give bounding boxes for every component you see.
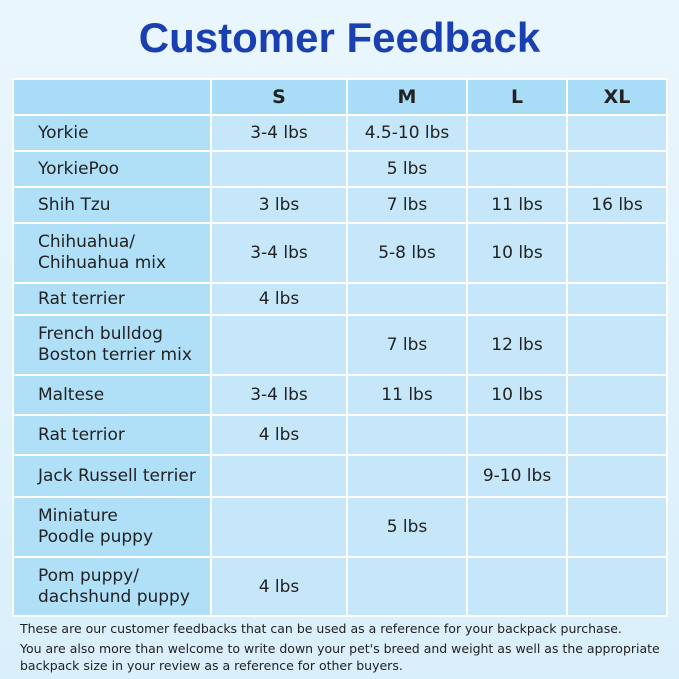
table-row: Rat terrier 4 lbs [12,282,668,316]
weight-cell: 3 lbs [210,186,348,224]
weight-cell: 3-4 lbs [210,222,348,284]
table-row: Miniature Poodle puppy 5 lbs [12,496,668,558]
table-row: Shih Tzu 3 lbs 7 lbs 11 lbs 16 lbs [12,186,668,224]
weight-cell: 7 lbs [346,314,468,376]
table-row: Maltese 3-4 lbs 11 lbs 10 lbs [12,374,668,416]
weight-cell [346,282,468,316]
weight-cell [566,454,668,498]
weight-cell [566,556,668,617]
column-header [12,78,212,116]
footer-note: You are also more than welcome to write … [20,641,660,673]
breed-cell: Chihuahua/Chihuahua mix [12,222,212,284]
weight-cell [566,222,668,284]
breed-line: YorkiePoo [38,158,119,179]
weight-cell [346,454,468,498]
weight-cell: 4 lbs [210,414,348,456]
breed-cell: French bulldog Boston terrier mix [12,314,212,376]
feedback-table: S M L XL Yorkie 3-4 lbs 4.5-10 lbs YorkiePoo 5 … [12,78,668,617]
weight-cell: 16 lbs [566,186,668,224]
weight-cell [566,282,668,316]
table-row: Yorkie 3-4 lbs 4.5-10 lbs [12,114,668,152]
breed-line: Boston terrier mix [38,345,192,365]
weight-cell [466,282,568,316]
weight-cell [566,496,668,558]
weight-cell [210,150,348,188]
weight-cell: 10 lbs [466,222,568,284]
column-header: L [466,78,568,116]
weight-cell: 9-10 lbs [466,454,568,498]
weight-cell [346,414,468,456]
weight-cell [346,556,468,617]
breed-line: Shih Tzu [38,194,111,215]
breed-cell: Pom puppy/dachshund puppy [12,556,212,617]
weight-cell: 11 lbs [466,186,568,224]
breed-cell: Yorkie [12,114,212,152]
weight-cell [566,414,668,456]
table-row: French bulldog Boston terrier mix 7 lbs 12 … [12,314,668,376]
weight-cell [210,496,348,558]
breed-cell: Shih Tzu [12,186,212,224]
breed-line: Pom puppy/ [38,565,139,586]
weight-cell [466,414,568,456]
weight-cell [210,454,348,498]
weight-cell: 7 lbs [346,186,468,224]
breed-cell: Miniature Poodle puppy [12,496,212,558]
table-row: Jack Russell terrier 9-10 lbs [12,454,668,498]
weight-cell [566,314,668,376]
footer-note: These are our customer feedbacks that ca… [20,621,622,636]
breed-line: Chihuahua mix [38,253,167,273]
weight-cell [566,150,668,188]
breed-line: Miniature [38,506,118,526]
weight-cell: 3-4 lbs [210,114,348,152]
breed-line: Maltese [38,384,105,405]
table-row: Rat terrior 4 lbs [12,414,668,456]
weight-cell [466,150,568,188]
weight-cell [466,496,568,558]
breed-line: Poodle puppy [38,527,154,547]
weight-cell [466,114,568,152]
weight-cell: 4.5-10 lbs [346,114,468,152]
weight-cell: 4 lbs [210,282,348,316]
breed-line: Yorkie [38,122,89,143]
breed-cell: YorkiePoo [12,150,212,188]
weight-cell: 11 lbs [346,374,468,416]
weight-cell: 12 lbs [466,314,568,376]
breed-cell: Jack Russell terrier [12,454,212,498]
weight-cell [210,314,348,376]
breed-line: Chihuahua/ [38,232,136,252]
breed-line: Rat terrier [38,288,125,309]
breed-cell: Rat terrior [12,414,212,456]
column-header: XL [566,78,668,116]
header-row: S M L XL [12,78,668,116]
breed-line: Jack Russell terrier [38,465,196,486]
weight-cell [566,114,668,152]
weight-cell: 4 lbs [210,556,348,617]
breed-line: Rat terrior [38,424,125,445]
table-row: Pom puppy/dachshund puppy 4 lbs [12,556,668,617]
table-row: YorkiePoo 5 lbs [12,150,668,188]
footer: These are our customer feedbacks that ca… [20,620,670,677]
weight-cell: 3-4 lbs [210,374,348,416]
breed-line: French bulldog [38,324,163,344]
breed-cell: Maltese [12,374,212,416]
weight-cell: 5 lbs [346,496,468,558]
weight-cell: 10 lbs [466,374,568,416]
column-header: M [346,78,468,116]
weight-cell: 5-8 lbs [346,222,468,284]
weight-cell: 5 lbs [346,150,468,188]
breed-line: dachshund puppy [38,586,190,607]
table-row: Chihuahua/Chihuahua mix 3-4 lbs 5-8 lbs 10 … [12,222,668,284]
breed-cell: Rat terrier [12,282,212,316]
title: Customer Feedback [138,14,541,61]
column-header: S [210,78,348,116]
weight-cell [466,556,568,617]
weight-cell [566,374,668,416]
